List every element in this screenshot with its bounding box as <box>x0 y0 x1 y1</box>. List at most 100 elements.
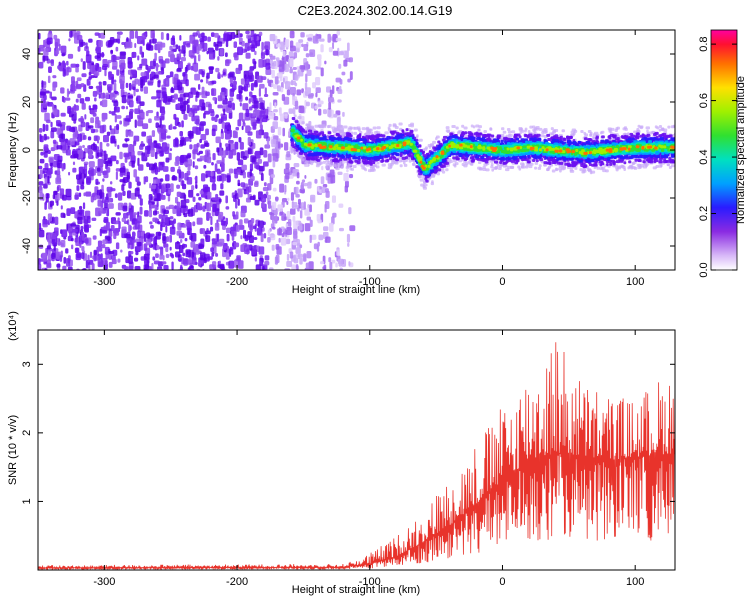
heatmap-cell <box>68 171 71 176</box>
heatmap-cell <box>66 208 71 217</box>
heatmap-cell <box>309 204 312 213</box>
heatmap-cell <box>250 82 254 91</box>
heatmap-signal-cell <box>524 129 527 133</box>
heatmap-cell <box>163 264 169 270</box>
heatmap-cell <box>160 178 164 182</box>
heatmap-cell <box>245 52 251 59</box>
heatmap-cell <box>62 96 66 103</box>
heatmap-cell <box>250 217 255 224</box>
heatmap-signal-cell <box>318 124 322 128</box>
heatmap-cell <box>101 118 106 122</box>
heatmap-cell <box>216 242 223 247</box>
heatmap-cell <box>73 153 79 159</box>
heatmap-cell <box>296 89 302 96</box>
heatmap-signal-cell <box>520 162 525 166</box>
heatmap-cell <box>50 127 57 132</box>
heatmap-cell <box>193 244 199 253</box>
heatmap-cell <box>62 62 66 68</box>
heatmap-cell <box>56 127 61 135</box>
heatmap-cell <box>95 178 99 186</box>
heatmap-cell <box>317 241 320 247</box>
heatmap-cell <box>289 30 295 39</box>
heatmap-signal-cell <box>667 163 670 167</box>
heatmap-signal-cell <box>605 169 609 173</box>
heatmap-cell <box>246 34 251 39</box>
heatmap-cell <box>224 143 229 147</box>
heatmap-cell <box>90 117 95 124</box>
heatmap-cell <box>38 47 41 54</box>
heatmap-cell <box>160 247 164 256</box>
heatmap-cell <box>285 163 290 170</box>
heatmap-signal-cell <box>570 130 575 134</box>
heatmap-cell <box>197 105 200 111</box>
heatmap-cell <box>304 208 311 216</box>
heatmap-cell <box>339 267 343 270</box>
heatmap-cell <box>169 45 173 51</box>
heatmap-cell <box>38 222 42 231</box>
heatmap-signal-cell <box>470 124 474 128</box>
heatmap-cell <box>196 217 203 225</box>
heatmap-cell <box>129 108 134 113</box>
heatmap-cell <box>348 207 352 215</box>
heatmap-cell <box>320 176 325 185</box>
heatmap-cell <box>229 88 235 97</box>
heatmap-cell <box>147 65 154 70</box>
heatmap-cell <box>270 174 275 178</box>
heatmap-cell <box>279 183 285 193</box>
heatmap-cell <box>294 100 299 110</box>
heatmap-cell <box>237 188 243 198</box>
heatmap-signal-cell <box>422 186 427 190</box>
heatmap-cell <box>265 68 272 75</box>
heatmap-cell <box>166 96 173 102</box>
heatmap-cell <box>56 263 61 268</box>
heatmap-cell <box>154 64 160 68</box>
heatmap-cell <box>324 188 329 193</box>
heatmap-signal-cell <box>535 159 539 163</box>
heatmap-signal-cell <box>538 164 542 168</box>
heatmap-cell <box>101 52 105 58</box>
heatmap-cell <box>275 196 279 201</box>
heatmap-cell <box>137 105 141 110</box>
heatmap-cell <box>97 66 102 73</box>
heatmap-cell <box>304 223 311 232</box>
heatmap-signal-cell <box>529 125 533 129</box>
heatmap-cell <box>233 168 238 175</box>
heatmap-cell <box>182 224 187 228</box>
heatmap-cell <box>156 90 161 99</box>
heatmap-cell <box>61 229 68 238</box>
heatmap-signal-cell <box>534 127 539 131</box>
heatmap-signal-cell <box>315 164 320 168</box>
heatmap-cell <box>150 204 156 209</box>
heatmap-signal-cell <box>401 130 405 134</box>
heatmap-cell <box>69 127 73 132</box>
heatmap-cell <box>235 126 240 131</box>
heatmap-cell <box>192 221 196 227</box>
heatmap-cell <box>298 105 305 113</box>
heatmap-cell <box>170 123 173 130</box>
heatmap-cell <box>135 88 139 93</box>
heatmap-cell <box>177 222 182 231</box>
heatmap-cell <box>201 35 208 42</box>
heatmap-signal-cell <box>436 172 440 176</box>
heatmap-cell <box>121 41 126 46</box>
heatmap-cell <box>114 193 118 198</box>
heatmap-cell <box>200 105 206 111</box>
heatmap-cell <box>208 103 212 112</box>
heatmap-cell <box>299 210 303 219</box>
heatmap-cell <box>289 61 293 66</box>
heatmap-cell <box>272 226 276 230</box>
heatmap-cell <box>209 264 215 270</box>
heatmap-cell <box>336 116 341 126</box>
heatmap-cell <box>219 48 224 56</box>
heatmap-signal-cell <box>483 130 487 134</box>
heatmap-signal-cell <box>596 166 600 170</box>
heatmap-cell <box>96 167 101 172</box>
heatmap-cell <box>89 251 93 259</box>
heatmap-cell <box>75 63 80 68</box>
heatmap-cell <box>157 127 160 133</box>
heatmap-cell <box>169 226 176 235</box>
heatmap-cell <box>49 200 55 206</box>
heatmap-cell <box>303 183 309 187</box>
heatmap-cell <box>205 91 210 96</box>
heatmap-cell <box>97 158 104 168</box>
